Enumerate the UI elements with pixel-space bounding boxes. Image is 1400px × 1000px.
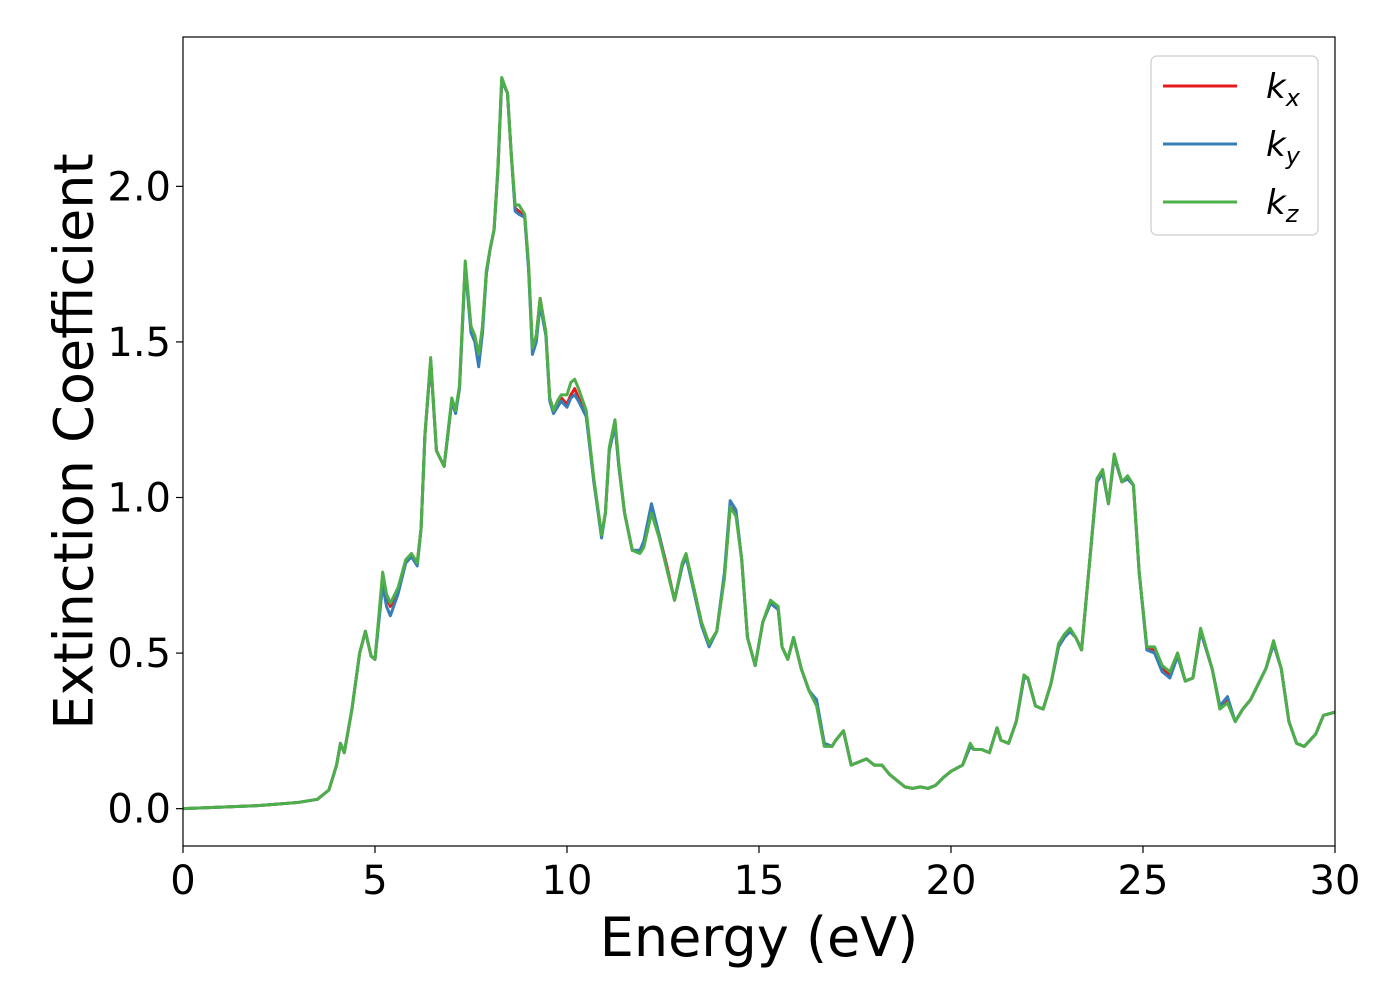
legend: kx ky kz	[1150, 55, 1319, 236]
x-tick-label: 10	[542, 858, 593, 904]
y-tick-label: 1.0	[107, 476, 171, 522]
legend-label-x: kx	[1266, 67, 1301, 112]
x-tick-label: 20	[926, 858, 977, 904]
x-tick-label: 5	[362, 858, 387, 904]
y-axis: 0.0 0.5 1.0 1.5 2.0	[107, 164, 183, 833]
y-tick-label: 0.0	[107, 787, 171, 833]
plot-area	[182, 36, 1336, 847]
x-axis-title: Energy (eV)	[600, 906, 919, 969]
y-tick-label: 0.5	[107, 631, 171, 677]
x-tick-label: 30	[1310, 858, 1361, 904]
x-tick-label: 25	[1118, 858, 1169, 904]
y-tick-label: 1.5	[107, 320, 171, 366]
y-tick-label: 2.0	[107, 164, 171, 210]
x-tick-label: 15	[734, 858, 785, 904]
series-layer	[183, 75, 1335, 811]
series-line-z	[183, 75, 1335, 811]
legend-label-y: ky	[1266, 125, 1301, 170]
legend-label-z: kz	[1266, 183, 1300, 228]
x-axis: 0 5 10 15 20 25 30	[170, 846, 1360, 904]
y-axis-title: Extinction Coefficient	[43, 153, 106, 729]
x-tick-label: 0	[170, 858, 195, 904]
